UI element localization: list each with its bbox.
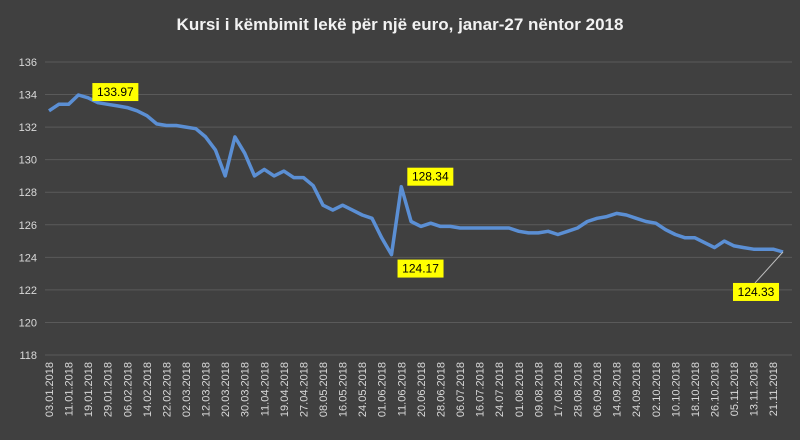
x-tick-label: 01.08.2018: [514, 362, 526, 417]
y-tick-label: 118: [19, 350, 37, 362]
data-label: 124.33: [738, 285, 775, 299]
data-label: 124.17: [402, 262, 439, 276]
x-tick-label: 03.01.2018: [44, 362, 56, 417]
y-tick-label: 122: [19, 285, 37, 297]
data-line: [48, 93, 784, 257]
x-tick-label: 20.06.2018: [416, 362, 428, 417]
x-tick-label: 02.03.2018: [181, 362, 193, 417]
x-tick-label: 02.10.2018: [651, 362, 663, 417]
x-tick-label: 21.11.2018: [768, 362, 780, 416]
x-tick-label: 05.11.2018: [729, 362, 741, 416]
x-tick-label: 06.07.2018: [455, 362, 467, 417]
x-tick-label: 14.09.2018: [612, 362, 624, 417]
x-tick-label: 19.04.2018: [279, 362, 291, 417]
x-tick-label: 11.06.2018: [396, 362, 408, 416]
y-tick-label: 130: [19, 155, 37, 167]
x-tick-label: 16.07.2018: [475, 362, 487, 417]
x-tick-label: 28.08.2018: [572, 362, 584, 417]
x-tick-label: 26.10.2018: [709, 362, 721, 417]
chart-title: Kursi i këmbimit lekë për një euro, jana…: [177, 15, 624, 34]
x-tick-label: 29.01.2018: [103, 362, 115, 417]
x-tick-label: 24.07.2018: [494, 362, 506, 417]
y-tick-label: 120: [19, 317, 37, 329]
data-label: 133.97: [97, 85, 134, 99]
x-tick-label: 08.05.2018: [318, 362, 330, 417]
y-tick-label: 124: [19, 252, 37, 264]
x-tick-label: 10.10.2018: [670, 362, 682, 417]
data-label-box: [407, 167, 454, 186]
x-tick-label: 24.09.2018: [631, 362, 643, 417]
x-tick-label: 12.03.2018: [201, 362, 213, 417]
x-tick-label: 01.06.2018: [377, 362, 389, 417]
x-tick-label: 11.04.2018: [259, 362, 271, 416]
x-tick-label: 11.01.2018: [64, 362, 76, 416]
x-tick-label: 19.01.2018: [83, 362, 95, 417]
x-tick-label: 17.08.2018: [553, 362, 565, 417]
data-label-box: [92, 83, 139, 102]
y-tick-label: 128: [19, 187, 37, 199]
x-tick-label: 09.08.2018: [533, 362, 545, 417]
x-tick-label: 14.02.2018: [142, 362, 154, 417]
x-tick-label: 27.04.2018: [298, 362, 310, 417]
y-tick-label: 132: [19, 122, 37, 134]
x-tick-label: 06.02.2018: [122, 362, 134, 417]
x-tick-label: 16.05.2018: [338, 362, 350, 417]
leader-line: [754, 251, 784, 284]
x-tick-label: 24.05.2018: [357, 362, 369, 417]
y-tick-label: 134: [19, 90, 37, 102]
x-tick-label: 18.10.2018: [690, 362, 702, 417]
x-tick-label: 22.02.2018: [161, 362, 173, 417]
x-tick-label: 30.03.2018: [240, 362, 252, 417]
y-tick-label: 136: [19, 57, 37, 69]
x-tick-label: 06.09.2018: [592, 362, 604, 417]
y-tick-label: 126: [19, 220, 37, 232]
data-label: 128.34: [412, 170, 449, 184]
data-label-box: [733, 282, 779, 301]
x-tick-label: 28.06.2018: [435, 362, 447, 417]
x-tick-label: 13.11.2018: [749, 362, 761, 416]
x-tick-label: 20.03.2018: [220, 362, 232, 417]
data-label-box: [397, 259, 444, 278]
